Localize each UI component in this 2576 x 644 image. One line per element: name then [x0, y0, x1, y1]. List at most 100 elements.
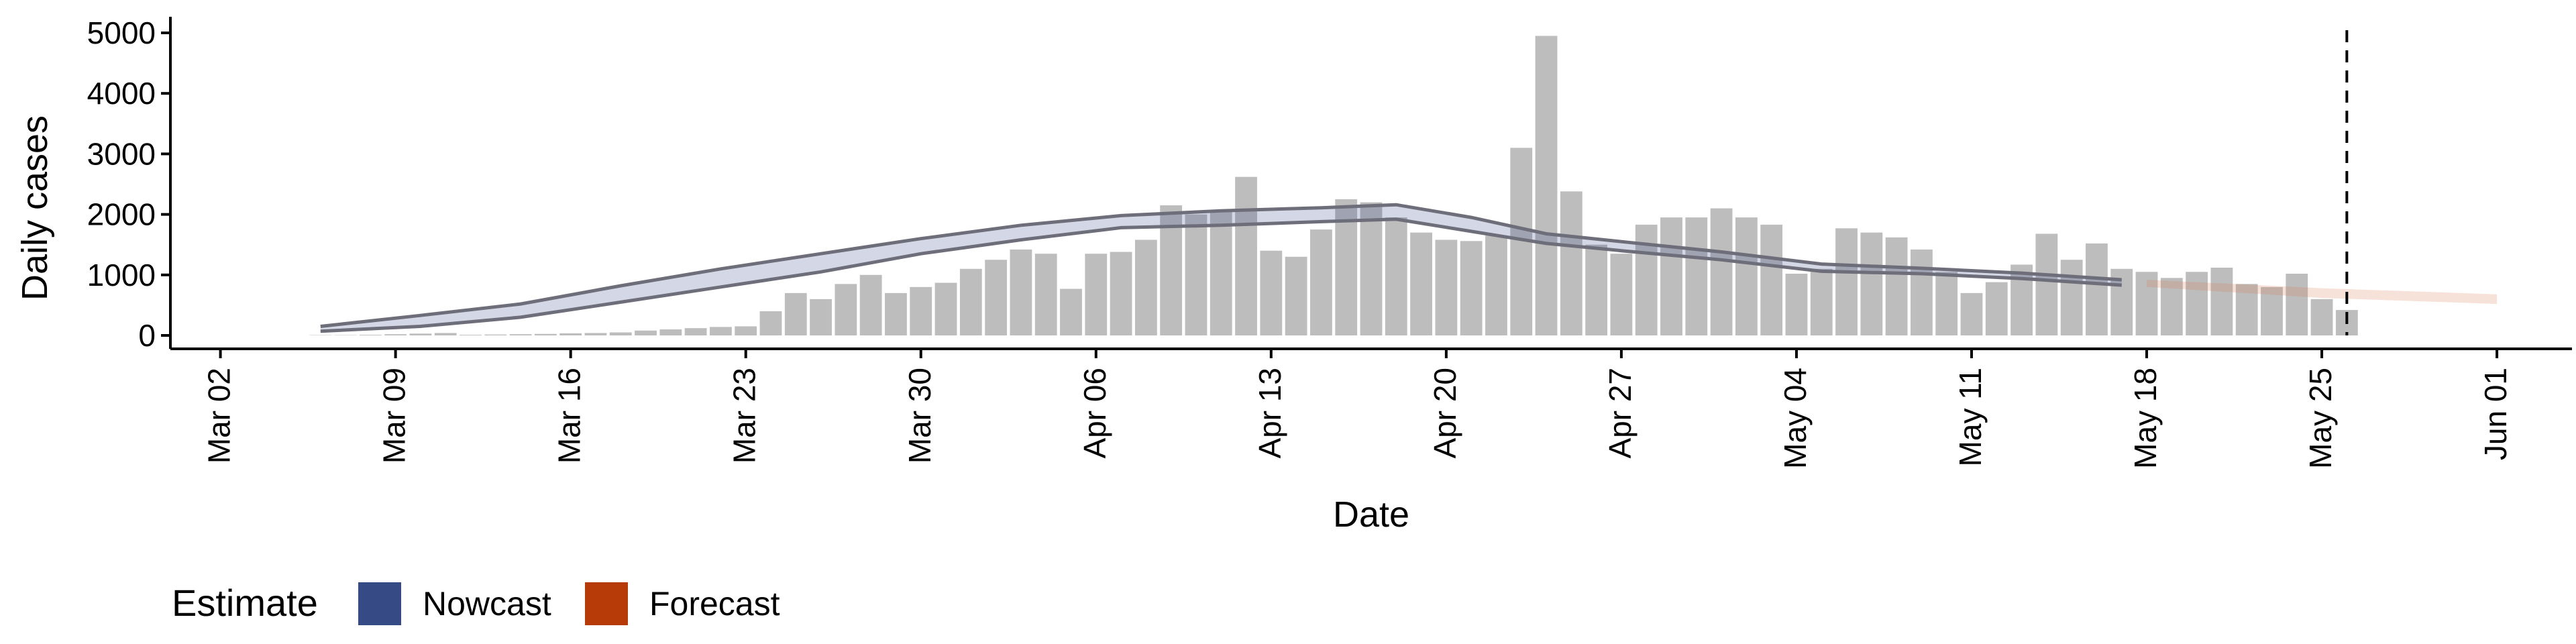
bar — [2035, 233, 2058, 335]
bar — [684, 328, 707, 335]
bar — [1435, 239, 1458, 335]
bar — [1685, 217, 1708, 335]
legend: Estimate Nowcast Forecast — [172, 582, 780, 625]
x-tick-label: May 11 — [1953, 368, 1988, 466]
bar — [810, 299, 832, 335]
bar — [2086, 243, 2108, 335]
legend-swatch-forecast — [585, 582, 628, 625]
bar — [784, 292, 807, 335]
x-tick-label: Mar 16 — [552, 368, 587, 464]
bar — [559, 333, 582, 335]
nowcast-upper-line — [320, 203, 2122, 328]
x-tick-label: Apr 20 — [1428, 368, 1462, 459]
bar — [1034, 254, 1057, 335]
x-tick-label: Apr 06 — [1077, 368, 1112, 459]
y-tick-label: 1000 — [87, 258, 156, 292]
bar — [434, 333, 457, 335]
bar — [1760, 224, 1783, 335]
bar — [910, 286, 932, 335]
bar — [1560, 191, 1582, 335]
bar — [1310, 229, 1332, 335]
bar — [1485, 235, 1507, 335]
bar — [1134, 239, 1157, 335]
bar — [1810, 268, 1833, 335]
x-tick-label: Mar 02 — [202, 368, 237, 464]
bar — [959, 268, 982, 335]
bar — [1110, 252, 1132, 335]
bars-layer — [309, 36, 2358, 335]
bar — [835, 284, 857, 335]
bar — [2235, 284, 2258, 335]
x-tick-label: May 18 — [2128, 368, 2163, 469]
bar — [1460, 241, 1483, 335]
bar — [609, 332, 632, 335]
bar — [1860, 232, 1883, 335]
bar — [2210, 267, 2233, 335]
bar — [1085, 254, 1108, 335]
x-axis-ticks: Mar 02 Mar 09 Mar 16 Mar 23 Mar 30 Apr 06 Apr … — [202, 349, 2513, 469]
bar — [1060, 288, 1082, 335]
bar — [1185, 214, 1208, 335]
nowcast-layer — [320, 203, 2122, 333]
bar — [1010, 249, 1032, 335]
bar — [2286, 274, 2308, 335]
bar — [1785, 274, 1808, 335]
bar — [735, 326, 757, 335]
legend-label-forecast: Forecast — [649, 585, 780, 623]
x-tick-label: Mar 09 — [377, 368, 412, 464]
legend-title: Estimate — [172, 582, 318, 624]
bar — [635, 330, 657, 335]
bar — [1985, 282, 2008, 335]
y-tick-label: 3000 — [87, 136, 156, 171]
y-axis-ticks: 0 1000 2000 3000 4000 5000 — [87, 15, 170, 353]
y-axis-title: Daily cases — [15, 115, 55, 301]
forecast-layer — [2147, 280, 2498, 305]
x-axis-title: Date — [1333, 494, 1409, 535]
bar — [2010, 264, 2033, 335]
x-tick-label: May 04 — [1778, 368, 1813, 469]
y-tick-label: 0 — [138, 318, 156, 353]
bar — [1635, 224, 1658, 335]
bar — [710, 327, 732, 335]
bar — [1935, 272, 1958, 335]
legend-label-nowcast: Nowcast — [423, 585, 551, 623]
bar — [1285, 256, 1307, 335]
bar — [2135, 272, 2158, 335]
bar — [2160, 278, 2183, 335]
legend-swatch-nowcast — [358, 582, 401, 625]
x-tick-label: Apr 13 — [1252, 368, 1287, 459]
bar — [1660, 217, 1682, 335]
bar — [1585, 244, 1608, 335]
x-tick-label: May 25 — [2303, 368, 2338, 469]
bar — [1360, 202, 1383, 335]
bar — [534, 333, 557, 335]
bar — [1260, 250, 1283, 335]
bar — [1235, 176, 1257, 335]
x-tick-label: Mar 30 — [902, 368, 937, 464]
bar — [1835, 228, 1858, 335]
bar — [2060, 260, 2083, 335]
y-tick-label: 5000 — [87, 15, 156, 50]
y-tick-label: 4000 — [87, 76, 156, 111]
bar — [1610, 254, 1633, 335]
bar — [985, 260, 1008, 335]
bar — [1911, 249, 1933, 335]
bar — [934, 282, 957, 335]
bar — [384, 334, 407, 335]
bar — [885, 292, 907, 335]
bar — [1710, 208, 1733, 335]
nowcast-lower-line — [320, 217, 2122, 333]
bar — [509, 334, 532, 335]
bar — [1735, 217, 1758, 335]
bar — [1210, 211, 1232, 335]
forecast-band — [2147, 280, 2498, 305]
x-tick-label: Apr 27 — [1603, 368, 1638, 459]
bar — [2310, 299, 2333, 335]
bar — [409, 333, 432, 335]
bar — [2186, 272, 2208, 335]
bar — [859, 274, 882, 335]
bar — [1410, 232, 1432, 335]
bar — [759, 311, 782, 335]
bar — [584, 333, 607, 335]
